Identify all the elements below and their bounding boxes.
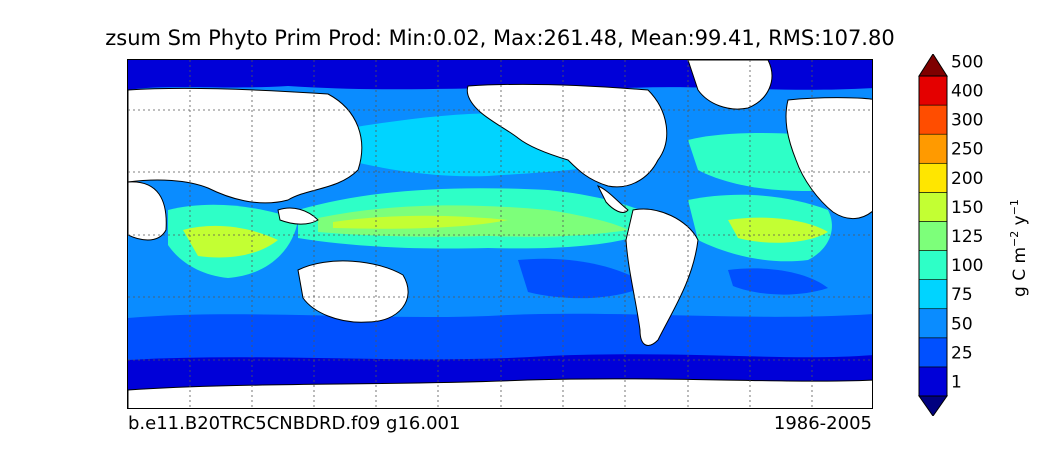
colorbar-unit-mid: y	[1010, 215, 1030, 230]
colorbar-segment	[918, 250, 948, 280]
map-title: zsum Sm Phyto Prim Prod: Min:0.02, Max:2…	[105, 26, 895, 50]
colorbar-tick-label: 75	[951, 285, 973, 305]
colorbar-tick-label: 500	[951, 54, 983, 72]
colorbar-unit-main: g C m	[1010, 247, 1030, 297]
colorbar-tick-label: 250	[951, 140, 983, 160]
map-canvas	[128, 60, 872, 408]
colorbar-tick-label: 300	[951, 111, 983, 131]
svg-text:g C m−2 y−1: g C m−2 y−1	[1008, 199, 1030, 297]
year-range: 1986-2005	[773, 413, 872, 434]
colorbar-segment	[918, 308, 948, 339]
colorbar-extend-max	[918, 53, 948, 77]
map-gridlines	[128, 60, 872, 408]
case-name: b.e11.B20TRC5CNBDRD.f09 g16.001	[128, 413, 461, 434]
land-masses	[128, 60, 872, 408]
colorbar-segment	[918, 133, 948, 164]
colorbar-segment	[918, 162, 948, 193]
colorbar-segment	[918, 192, 948, 222]
colorbar-segment	[918, 75, 948, 106]
colorbar-unit-sup2: −1	[1008, 199, 1021, 215]
colorbar-tick-label: 25	[951, 343, 973, 363]
colorbar-segment	[918, 279, 948, 310]
colorbar-tick-label: 200	[951, 169, 983, 189]
colorbar-extend-min	[918, 395, 948, 417]
colorbar-tick-label: 1	[951, 372, 962, 392]
colorbar-unit-sup1: −2	[1008, 231, 1021, 247]
colorbar-tick-label: 150	[951, 198, 983, 218]
colorbar-tick-label: 100	[951, 256, 983, 276]
colorbar-segment	[918, 221, 948, 251]
colorbar-tick-label: 50	[951, 314, 973, 334]
colorbar-segment	[918, 337, 948, 368]
colorbar-segment	[918, 366, 948, 397]
colorbar-tick-label: 125	[951, 227, 983, 247]
colorbar-frame	[918, 75, 948, 397]
colorbar-segment	[918, 104, 948, 135]
map-panel	[127, 59, 873, 409]
colorbar: 1 25 50 75 100 125 150 200 250 300 400 500	[917, 52, 1002, 420]
colorbar-tick-label: 400	[951, 82, 983, 102]
colorbar-title: g C m−2 y−1	[1004, 175, 1034, 305]
